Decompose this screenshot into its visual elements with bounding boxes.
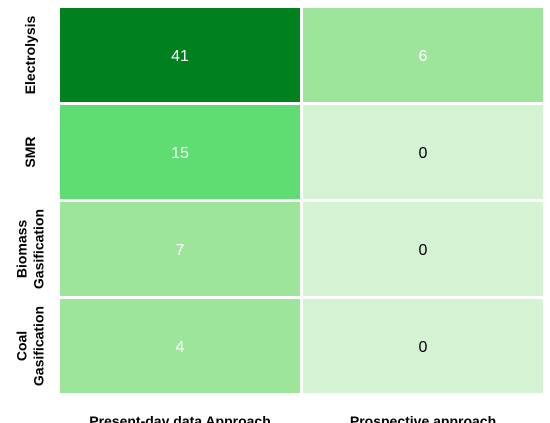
row-label-line: Electrolysis xyxy=(22,15,38,94)
heatmap-cell-r2-c0 xyxy=(60,202,300,296)
cell-value-r2-c0: 7 xyxy=(176,242,185,259)
heatmap-cell-r0-c1 xyxy=(303,8,543,102)
heatmap-cell-r0-c0 xyxy=(60,8,300,102)
heatmap-cell-r1-c0 xyxy=(60,105,300,199)
row-label-line: Gasification xyxy=(31,306,47,386)
heatmap-cell-r2-c1 xyxy=(303,202,543,296)
heatmap-cell-r1-c1 xyxy=(303,105,543,199)
cell-value-r2-c1: 0 xyxy=(419,242,428,259)
cell-value-r0-c1: 6 xyxy=(419,48,428,65)
row-label-electrolysis: Electrolysis xyxy=(22,15,38,94)
cell-value-r1-c0: 15 xyxy=(171,145,189,162)
row-label-line: Coal xyxy=(14,331,30,361)
column-labels: Present-day data Approach Prospective app… xyxy=(89,413,496,423)
cell-value-r0-c0: 41 xyxy=(171,48,189,65)
heatmap-cells: 41 6 15 0 7 0 4 0 xyxy=(60,8,543,393)
row-label-smr: SMR xyxy=(22,136,38,167)
column-label-prospective-approach: Prospective approach xyxy=(350,413,496,423)
cell-value-r3-c1: 0 xyxy=(419,339,428,356)
heatmap-cell-r3-c1 xyxy=(303,299,543,393)
cell-value-r1-c1: 0 xyxy=(419,145,428,162)
column-label-present-day-data-approach: Present-day data Approach xyxy=(89,413,271,423)
heatmap-cell-r3-c0 xyxy=(60,299,300,393)
row-label-biomass-gasification: Biomass Gasification xyxy=(14,209,47,289)
row-label-line: Biomass xyxy=(14,220,30,279)
row-label-line: SMR xyxy=(22,136,38,167)
cell-value-r3-c0: 4 xyxy=(176,339,185,356)
row-label-coal-gasification: Coal Gasification xyxy=(14,306,47,386)
row-label-line: Gasification xyxy=(31,209,47,289)
